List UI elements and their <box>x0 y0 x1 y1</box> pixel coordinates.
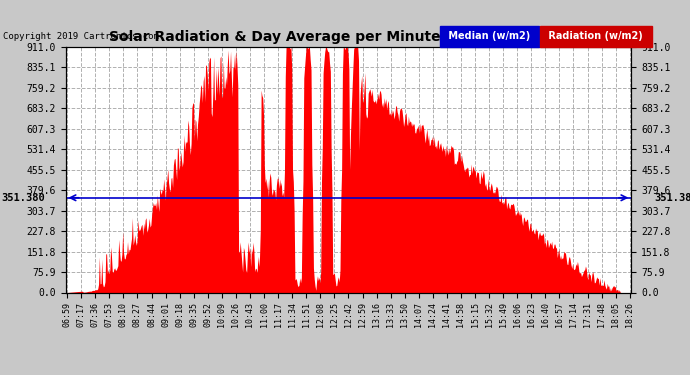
Title: Solar Radiation & Day Average per Minute Wed Sep 25 18:38: Solar Radiation & Day Average per Minute… <box>109 30 588 44</box>
Text: Radiation (w/m2): Radiation (w/m2) <box>545 32 647 41</box>
Y-axis label: 351.380: 351.380 <box>1 193 45 203</box>
Text: Copyright 2019 Cartronics.com: Copyright 2019 Cartronics.com <box>3 32 159 41</box>
Text: Median (w/m2): Median (w/m2) <box>445 32 533 41</box>
Y-axis label: 351.380: 351.380 <box>655 193 690 203</box>
